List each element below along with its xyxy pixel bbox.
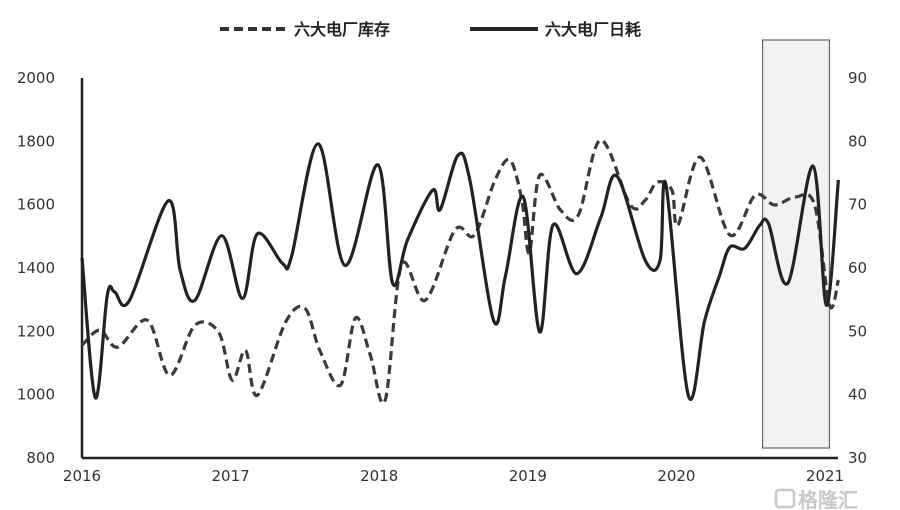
left-tick-label: 1200 xyxy=(17,322,55,340)
right-tick-label: 90 xyxy=(848,69,867,87)
x-tick-label: 2021 xyxy=(806,467,844,485)
x-axis-ticks: 2016 2017 2018 2019 2020 2021 xyxy=(63,467,844,485)
right-axis-ticks: 30 40 50 60 70 80 90 xyxy=(848,69,867,467)
left-tick-label: 2000 xyxy=(17,69,55,87)
series-line-daily-consumption xyxy=(80,142,840,401)
left-tick-label: 1600 xyxy=(17,196,55,214)
x-tick-label: 2018 xyxy=(360,467,398,485)
left-tick-label: 1000 xyxy=(17,386,55,404)
left-tick-label: 800 xyxy=(26,449,55,467)
x-tick-label: 2016 xyxy=(63,467,101,485)
watermark-logo: 格隆汇 xyxy=(774,488,858,510)
left-tick-label: 1800 xyxy=(17,132,55,150)
right-tick-label: 70 xyxy=(848,196,867,214)
right-tick-label: 60 xyxy=(848,259,867,277)
legend: 六大电厂库存 六大电厂日耗 xyxy=(220,20,641,39)
legend-label-inventory: 六大电厂库存 xyxy=(294,20,390,39)
x-tick-label: 2019 xyxy=(509,467,547,485)
legend-label-consumption: 六大电厂日耗 xyxy=(545,20,641,39)
x-tick-label: 2017 xyxy=(212,467,250,485)
right-tick-label: 30 xyxy=(848,449,867,467)
x-tick-label: 2020 xyxy=(657,467,695,485)
left-tick-label: 1400 xyxy=(17,259,55,277)
watermark-text: 格隆汇 xyxy=(798,488,858,510)
right-tick-label: 50 xyxy=(848,322,867,340)
series-line-inventory xyxy=(80,138,840,405)
left-axis-ticks: 800 1000 1200 1400 1600 1800 2000 xyxy=(17,69,55,467)
right-tick-label: 80 xyxy=(848,132,867,150)
right-tick-label: 40 xyxy=(848,386,867,404)
series-layer xyxy=(80,138,840,405)
